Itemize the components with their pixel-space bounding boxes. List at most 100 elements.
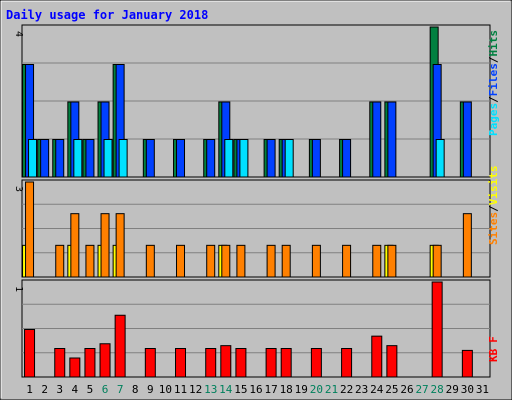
y-axis-max-label: 4 (13, 31, 24, 37)
bar-kb-f-day-14 (220, 345, 232, 378)
legend-entry: KB (487, 348, 500, 362)
bar-sites-day-28 (432, 244, 442, 278)
x-tick-label-day-22: 22 (340, 383, 353, 396)
bar-kb-f-day-6 (99, 343, 111, 378)
bar-sites-day-1 (25, 181, 35, 278)
bar-sites-day-15 (236, 244, 246, 278)
bar-pages-day-7 (118, 139, 128, 178)
legend-entry: Hits (487, 30, 500, 57)
bar-kb-f-day-7 (114, 314, 126, 378)
bar-sites-day-11 (176, 244, 186, 278)
x-tick-label-day-28: 28 (431, 383, 444, 396)
bar-pages-day-6 (103, 139, 113, 178)
x-tick-label-day-15: 15 (234, 383, 247, 396)
legend-entry: Pages (487, 103, 500, 136)
bar-sites-day-4 (70, 213, 80, 278)
bar-files-day-17 (266, 139, 276, 178)
bar-kb-f-day-24 (371, 335, 383, 378)
bar-kb-f-day-11 (175, 348, 187, 378)
x-tick-label-day-26: 26 (400, 383, 413, 396)
bar-kb-f-day-25 (386, 345, 398, 378)
legend-separator: / (487, 96, 500, 103)
x-tick-label-day-27: 27 (415, 383, 428, 396)
bar-sites-day-24 (372, 244, 382, 278)
bar-files-day-11 (176, 139, 186, 178)
legend-separator: / (487, 56, 500, 63)
x-tick-label-day-8: 8 (132, 383, 139, 396)
panel-visits-sites: 3 Sites/Visits (13, 166, 500, 278)
bar-sites-day-25 (387, 244, 397, 278)
x-tick-label-day-9: 9 (147, 383, 154, 396)
x-tick-label-day-10: 10 (159, 383, 172, 396)
bar-sites-day-22 (342, 244, 352, 278)
bar-pages-day-28 (435, 139, 445, 178)
bar-kb-f-day-18 (280, 348, 292, 378)
bar-pages-day-4 (73, 139, 83, 178)
bar-kb-f-day-22 (341, 348, 353, 378)
legend-separator: / (487, 205, 500, 212)
bar-sites-day-17 (266, 244, 276, 278)
bar-pages-day-15 (239, 139, 249, 178)
legend-entry: Files (487, 63, 500, 96)
x-tick-label-day-13: 13 (204, 383, 217, 396)
x-tick-label-day-5: 5 (87, 383, 94, 396)
panel-legend: KB F (487, 336, 500, 362)
bar-files-day-5 (85, 139, 95, 178)
x-tick-label-day-31: 31 (476, 383, 489, 396)
y-axis-max-label: 1 (13, 286, 24, 292)
x-tick-label-day-29: 29 (446, 383, 459, 396)
x-tick-label-day-30: 30 (461, 383, 474, 396)
bar-kb-f-day-20 (310, 348, 322, 378)
bar-sites-day-20 (311, 244, 321, 278)
x-tick-label-day-17: 17 (264, 383, 277, 396)
x-tick-label-day-21: 21 (325, 383, 338, 396)
x-axis-day-labels: 1 2 3 4 5 6 7 8 9 10 11 12 13 14 15 16 17 18 19 20 21 22 23 24 2… (26, 383, 489, 396)
bar-kb-f-day-9 (144, 348, 156, 378)
bar-files-day-3 (55, 139, 65, 178)
bar-kb-f-day-3 (54, 348, 66, 378)
x-tick-label-day-14: 14 (219, 383, 233, 396)
x-tick-label-day-11: 11 (174, 383, 187, 396)
bar-sites-day-7 (115, 213, 125, 278)
x-tick-label-day-18: 18 (280, 383, 293, 396)
bar-kb-f-day-17 (265, 348, 277, 378)
x-tick-label-day-23: 23 (355, 383, 368, 396)
x-tick-label-day-6: 6 (102, 383, 109, 396)
bar-files-day-25 (387, 101, 397, 178)
bar-sites-day-30 (462, 213, 472, 278)
x-tick-label-day-20: 20 (310, 383, 323, 396)
bar-files-day-2 (40, 139, 50, 178)
bar-files-day-9 (145, 139, 155, 178)
bar-files-day-20 (311, 139, 321, 178)
bar-files-day-24 (372, 101, 382, 178)
bar-kb-f-day-30 (461, 349, 473, 378)
x-tick-label-day-25: 25 (385, 383, 398, 396)
x-tick-label-day-16: 16 (249, 383, 262, 396)
x-tick-label-day-12: 12 (189, 383, 202, 396)
bar-kb-f-day-28 (431, 281, 443, 378)
bar-files-day-13 (206, 139, 216, 178)
bar-kb-f-day-1 (24, 329, 36, 378)
bar-pages-day-14 (224, 139, 234, 178)
bar-kb-f-day-4 (69, 357, 81, 378)
bar-pages-day-18 (284, 139, 294, 178)
chart-title: Daily usage for January 2018 (6, 8, 208, 22)
bar-sites-day-13 (206, 244, 216, 278)
x-tick-label-day-4: 4 (72, 383, 79, 396)
x-tick-label-day-19: 19 (295, 383, 308, 396)
bar-sites-day-14 (221, 244, 231, 278)
panel-legend: Pages/Files/Hits (487, 30, 500, 136)
panel-legend: Sites/Visits (487, 166, 500, 246)
bar-sites-day-5 (85, 244, 95, 278)
x-tick-label-day-1: 1 (26, 383, 33, 396)
bar-sites-day-6 (100, 213, 110, 278)
y-axis-max-label: 3 (13, 186, 24, 192)
x-tick-label-day-7: 7 (117, 383, 124, 396)
bar-files-day-30 (462, 101, 472, 178)
bar-kb-f-day-13 (205, 348, 217, 378)
bar-sites-day-3 (55, 244, 65, 278)
panel-kbytes: 1 KB F (13, 279, 500, 378)
